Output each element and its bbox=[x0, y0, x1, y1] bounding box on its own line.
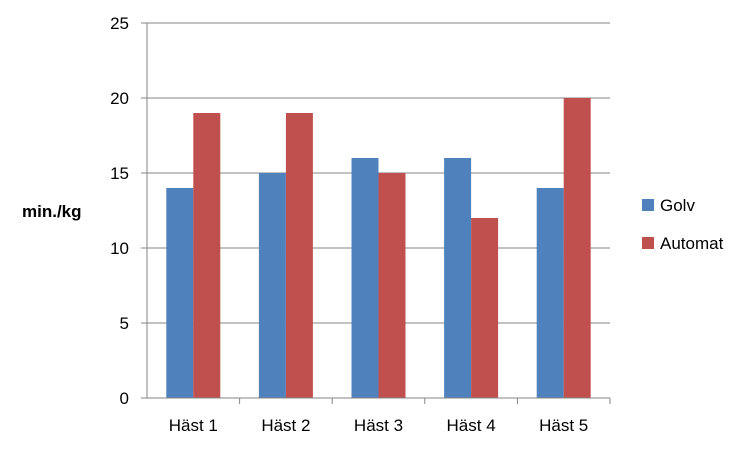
legend-swatch-automat bbox=[642, 237, 654, 249]
legend: Golv Automat bbox=[642, 196, 724, 253]
bar-golv-3 bbox=[351, 158, 379, 398]
y-tick-label: 10 bbox=[110, 239, 129, 258]
y-tick-labels: 0 5 10 15 20 25 bbox=[110, 14, 129, 408]
x-tick-label: Häst 4 bbox=[447, 416, 496, 435]
bar-golv-2 bbox=[258, 173, 286, 398]
y-axis-label: min./kg bbox=[22, 202, 82, 221]
bar-automat-3 bbox=[378, 173, 406, 398]
x-tick-label: Häst 2 bbox=[261, 416, 310, 435]
bar-golv-5 bbox=[536, 188, 564, 398]
bar-automat-4 bbox=[471, 218, 499, 398]
y-tick-label: 15 bbox=[110, 164, 129, 183]
bar-automat-1 bbox=[193, 113, 221, 398]
y-tick-label: 20 bbox=[110, 89, 129, 108]
legend-swatch-golv bbox=[642, 199, 654, 211]
y-tick-label: 25 bbox=[110, 14, 129, 33]
legend-label-automat: Automat bbox=[660, 234, 724, 253]
legend-label-golv: Golv bbox=[660, 196, 695, 215]
y-tick-label: 5 bbox=[120, 314, 129, 333]
bars bbox=[166, 98, 591, 398]
bar-golv-4 bbox=[444, 158, 472, 398]
y-tick-label: 0 bbox=[120, 389, 129, 408]
x-tick-label: Häst 5 bbox=[539, 416, 588, 435]
bar-automat-2 bbox=[285, 113, 313, 398]
bar-automat-5 bbox=[563, 98, 591, 398]
x-tick-label: Häst 3 bbox=[354, 416, 403, 435]
bar-golv-1 bbox=[166, 188, 194, 398]
axes bbox=[146, 23, 610, 399]
x-tick-label: Häst 1 bbox=[169, 416, 218, 435]
x-tick-labels: Häst 1 Häst 2 Häst 3 Häst 4 Häst 5 bbox=[169, 416, 589, 435]
